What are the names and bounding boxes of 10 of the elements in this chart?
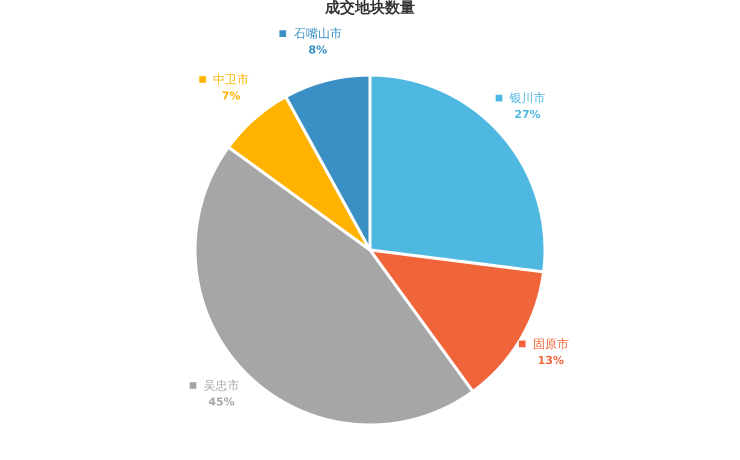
legend-label: 固原市 xyxy=(532,336,569,351)
data-label: 8% xyxy=(308,44,328,57)
data-label: 27% xyxy=(514,108,541,122)
data-label: 45% xyxy=(208,395,235,408)
legend-label: 石嘴山市 xyxy=(294,26,342,41)
data-label: 7% xyxy=(222,89,240,102)
data-label: 13% xyxy=(538,354,564,367)
legend-label: 吴忠市 xyxy=(204,378,240,392)
legend-label: 银川市 xyxy=(508,91,546,106)
legend-label: 中卫市 xyxy=(213,72,250,86)
